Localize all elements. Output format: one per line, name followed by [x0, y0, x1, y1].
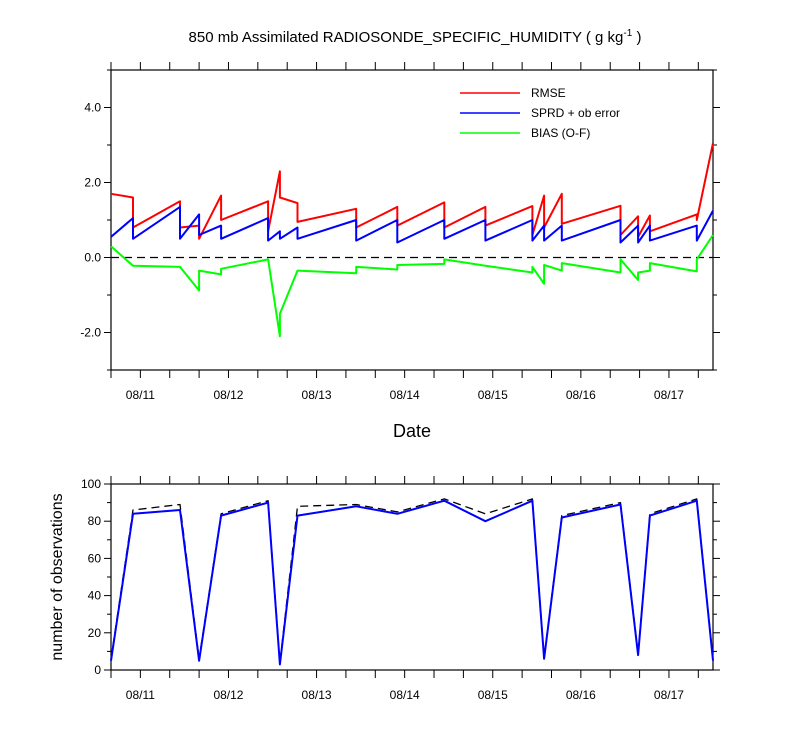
top-plot-frame	[110, 69, 714, 371]
legend-rmse-label: RMSE	[531, 86, 566, 100]
bottom-x-tick-label: 08/15	[478, 688, 508, 702]
bottom-y-tick-label: 20	[88, 626, 102, 640]
top-x-tick-label: 08/11	[126, 388, 155, 402]
bottom-y-tick-label: 60	[88, 551, 102, 565]
y-axis-title-observations: number of observations	[49, 493, 66, 660]
bottom-series-used-observations	[110, 499, 714, 666]
top-y-tick-label: 0.0	[84, 251, 101, 265]
top-x-tick-label: 08/14	[390, 388, 420, 402]
bottom-y-axis: 0 20 40 60 80 100	[81, 477, 720, 677]
top-x-axis: 08/11 08/12 08/13 08/14 08/15 08/16 08/17	[110, 62, 699, 402]
top-series-rmse	[110, 142, 714, 240]
top-y-tick-label: 2.0	[84, 176, 101, 190]
legend: RMSE SPRD + ob error BIAS (O-F)	[460, 86, 620, 140]
top-x-tick-label: 08/13	[302, 388, 332, 402]
top-x-tick-label: 08/12	[213, 388, 243, 402]
top-x-tick-label: 08/15	[478, 388, 508, 402]
bottom-x-tick-label: 08/11	[126, 688, 155, 702]
bottom-x-axis: 08/11 08/12 08/13 08/14 08/15 08/16 08/17	[110, 476, 699, 702]
chart-title: 850 mb Assimilated RADIOSONDE_SPECIFIC_H…	[189, 28, 642, 46]
top-series-bias-o-f	[110, 234, 714, 338]
bottom-x-tick-label: 08/12	[213, 688, 243, 702]
bottom-x-tick-label: 08/13	[302, 688, 332, 702]
bias-rmse-plot: -2.00.02.04.0 08/11 08/12 08/13 08/14 08/15 0…	[80, 62, 720, 441]
bottom-y-tick-label: 100	[81, 477, 101, 491]
top-y-axis: -2.0 0.0 2.0 4.0	[80, 69, 720, 371]
bottom-y-tick-label: 80	[88, 514, 102, 528]
top-y-tick-label: 4.0	[84, 101, 101, 115]
bottom-y-tick-label: 40	[88, 589, 102, 603]
x-axis-title: Date	[393, 421, 431, 441]
bottom-y-tick-label: 0	[94, 663, 101, 677]
bottom-x-tick-label: 08/14	[390, 688, 420, 702]
legend-bias-label: BIAS (O-F)	[531, 126, 590, 140]
top-series-group	[110, 142, 714, 338]
bottom-x-tick-label: 08/16	[566, 688, 596, 702]
top-y-tick-label: -2.0	[80, 326, 101, 340]
bottom-x-tick-label: 08/17	[654, 688, 684, 702]
bottom-series-group	[110, 498, 714, 666]
legend-sprd-label: SPRD + ob error	[531, 106, 620, 120]
top-x-tick-label: 08/17	[654, 388, 684, 402]
top-series-sprd-ob-error	[110, 205, 714, 244]
top-x-tick-label: 08/16	[566, 388, 596, 402]
